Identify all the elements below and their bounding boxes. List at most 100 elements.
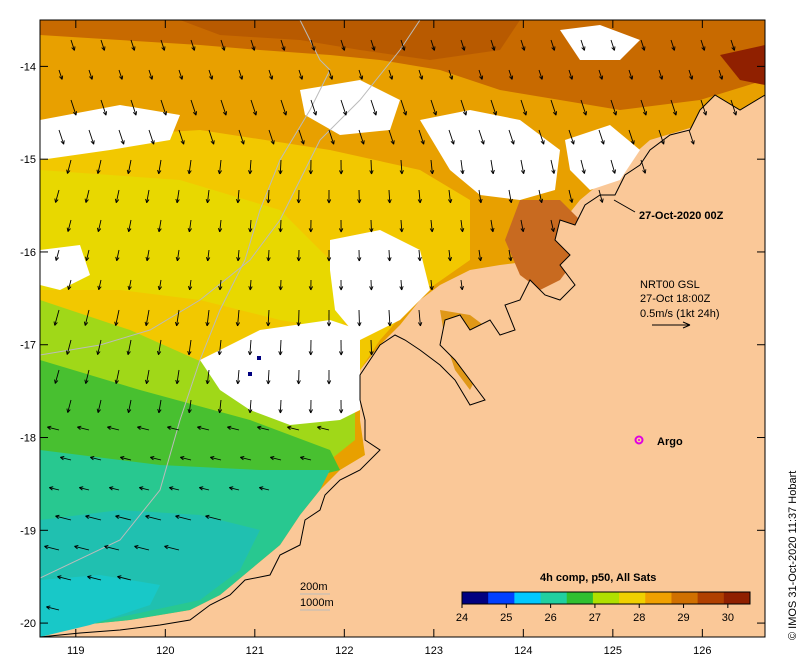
current-arrow	[100, 99, 107, 116]
current-arrow-head	[44, 545, 49, 550]
current-arrow-head	[71, 46, 76, 51]
current-arrow-head	[60, 140, 65, 145]
current-arrow	[134, 545, 150, 551]
current-arrow-head	[205, 198, 210, 204]
current-arrow-head	[308, 228, 313, 233]
current-arrow-head	[510, 140, 515, 145]
current-arrow-head	[520, 169, 526, 175]
current-arrow-head	[671, 46, 676, 51]
colorbar-swatch	[514, 592, 542, 604]
current-arrow	[85, 369, 90, 384]
current-arrow	[610, 159, 616, 174]
current-arrow	[267, 189, 270, 204]
current-arrow	[146, 189, 150, 203]
current-arrow-head	[66, 227, 71, 232]
current-arrow	[279, 339, 282, 356]
current-arrow-head	[300, 456, 305, 461]
credit-label: © IMOS 31-Oct-2020 11:37 Hobart	[787, 471, 799, 640]
current-arrow-head	[308, 170, 313, 175]
current-arrow-head	[235, 380, 241, 385]
colorbar-swatch	[619, 592, 646, 604]
current-arrow	[139, 487, 150, 491]
current-arrow-head	[83, 321, 89, 326]
colorbar-tick-label: 25	[500, 612, 512, 624]
current-arrow-head	[659, 75, 664, 80]
lat-tick-label: -17	[20, 340, 36, 352]
current-arrow-head	[326, 257, 332, 262]
current-arrow-head	[221, 46, 226, 51]
current-arrow	[287, 426, 300, 431]
current-arrow	[158, 159, 162, 174]
current-arrow-head	[119, 75, 124, 80]
current-arrow	[97, 219, 102, 232]
current-arrow	[46, 606, 60, 611]
coastline	[40, 94, 765, 637]
current-arrow	[298, 69, 303, 80]
current-arrow	[538, 69, 543, 80]
current-arrow-head	[145, 256, 150, 262]
current-arrow-head	[642, 111, 648, 116]
current-arrow	[237, 249, 240, 261]
current-arrow	[197, 426, 210, 431]
current-arrow	[310, 99, 317, 116]
current-arrow-head	[551, 169, 556, 174]
current-arrow	[70, 99, 77, 116]
current-arrow	[460, 279, 463, 290]
current-arrow-head	[175, 256, 180, 262]
current-arrow-head	[581, 169, 586, 174]
current-arrow	[67, 219, 72, 232]
current-arrow-head	[239, 75, 244, 80]
current-arrow	[478, 189, 482, 203]
current-arrow	[598, 129, 605, 145]
current-arrow	[66, 159, 72, 174]
current-arrow	[158, 219, 162, 232]
current-arrow-head	[308, 351, 313, 356]
current-arrow-head	[326, 199, 332, 204]
current-arrow	[88, 69, 93, 80]
current-arrow-head	[521, 46, 526, 51]
current-arrow	[77, 426, 90, 431]
current-arrow	[84, 309, 90, 326]
colorbar-tick-label: 24	[456, 612, 468, 624]
current-arrow-head	[570, 140, 575, 145]
sst-field	[40, 20, 765, 637]
current-arrow	[164, 545, 180, 551]
colorbar-tick-label: 27	[589, 612, 601, 624]
current-arrow	[199, 487, 210, 491]
current-arrow-head	[399, 286, 404, 291]
current-arrow	[116, 249, 120, 261]
current-arrow	[188, 159, 192, 174]
current-arrow	[158, 399, 162, 413]
current-arrow-head	[299, 75, 304, 80]
current-arrow	[180, 456, 192, 461]
current-arrow	[448, 129, 455, 145]
current-arrow-head	[54, 256, 60, 261]
current-arrow	[400, 219, 403, 233]
lon-tick-label: 120	[156, 645, 174, 657]
current-arrow-head	[149, 75, 154, 80]
current-arrow	[145, 309, 150, 326]
current-arrow-head	[702, 111, 708, 116]
current-arrow	[218, 339, 222, 355]
current-arrow-head	[387, 199, 392, 204]
current-arrow	[418, 249, 421, 261]
current-arrow	[167, 426, 180, 431]
current-arrow-head	[248, 228, 253, 233]
current-arrow-head	[114, 198, 120, 203]
current-arrow-head	[478, 256, 483, 262]
current-arrow	[300, 456, 312, 461]
current-arrow-head	[107, 425, 112, 430]
current-arrow-head	[126, 350, 131, 355]
current-arrow-head	[731, 46, 736, 51]
current-arrow-head	[278, 286, 283, 291]
current-arrow	[700, 99, 707, 116]
current-arrow	[249, 159, 252, 174]
current-arrow	[206, 189, 210, 203]
current-arrow	[520, 159, 525, 174]
argo-label: Argo	[657, 436, 683, 448]
current-arrow	[249, 399, 252, 413]
lon-tick-label: 125	[604, 645, 622, 657]
current-arrow-head	[569, 75, 574, 80]
current-arrow	[279, 399, 282, 414]
current-arrow	[448, 249, 451, 261]
